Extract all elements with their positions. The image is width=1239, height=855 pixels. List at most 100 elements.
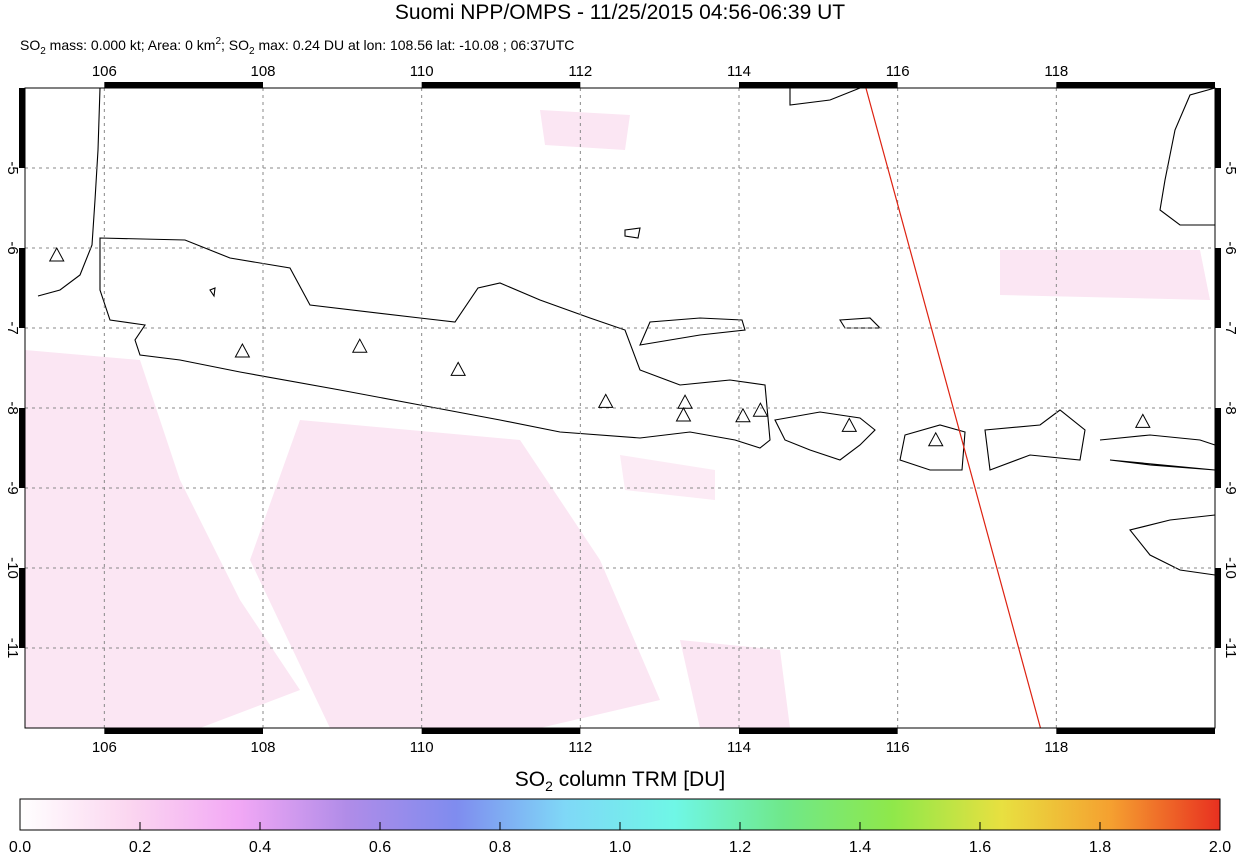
x-tick-label: 118 [1044, 739, 1068, 756]
colorbar-tick-label: 0.0 [9, 839, 31, 855]
sumbawa [984, 409, 1086, 471]
frame-bar [1056, 728, 1215, 734]
patch [540, 110, 630, 150]
frame-bar [421, 728, 581, 734]
patch [25, 350, 300, 728]
bali [774, 411, 876, 461]
volcano [48, 246, 65, 262]
y-tick-label: -7 [4, 321, 21, 334]
y-tick-label: -9 [1222, 481, 1239, 494]
x-tick-label: 110 [410, 63, 434, 80]
colorbar-tick-label: 0.4 [249, 839, 271, 855]
colorbar-label-part: column TRM [DU] [553, 768, 725, 791]
colorbar-tick-label: 1.0 [609, 839, 631, 855]
x-tick-label: 106 [92, 739, 117, 756]
colorbar-tick-label: 1.8 [1089, 839, 1111, 855]
java [99, 237, 771, 449]
x-tick-label: 110 [410, 739, 434, 756]
y-tick-label: -7 [1222, 321, 1239, 334]
islands [209, 227, 882, 329]
volcano [841, 417, 858, 432]
colorbar-tick-label: 0.8 [489, 839, 511, 855]
orbit-track [865, 87, 1042, 729]
frame-bar [421, 82, 581, 88]
colorbar-tick-label: 2.0 [1209, 839, 1231, 855]
x-tick-label: 108 [250, 739, 275, 756]
colorbar-tick-label: 1.2 [729, 839, 751, 855]
volcano [735, 407, 751, 423]
frame-bar [19, 88, 25, 168]
volcano [677, 394, 693, 409]
x-tick-label: 112 [568, 63, 592, 80]
subtitle-part: SO [20, 37, 40, 53]
subtitle-part: max: 0.24 DU at lon: 108.56 lat: -10.08 … [255, 37, 575, 53]
frame-bar [19, 248, 25, 328]
colorbar-tick-label: 1.6 [969, 839, 991, 855]
y-tick-label: -6 [1222, 241, 1239, 254]
colorbar-tick-label: 0.2 [129, 839, 151, 855]
frame-bar [1215, 248, 1221, 328]
colorbar-label: SO2 column TRM [DU] [515, 768, 725, 794]
volcano [752, 402, 769, 417]
patch [680, 640, 790, 728]
x-tick-label: 108 [250, 63, 275, 80]
x-tick-label: 106 [92, 63, 117, 80]
frame-bar [1056, 82, 1215, 88]
volcano [234, 342, 251, 358]
x-tick-label: 116 [886, 63, 910, 80]
patch [250, 420, 660, 728]
volcano [597, 393, 614, 408]
volcano [675, 406, 692, 422]
y-tick-label: -8 [4, 401, 21, 414]
frame-bar [1215, 88, 1221, 168]
y-tick-label: -11 [4, 638, 21, 659]
y-tick-label: -9 [4, 481, 21, 494]
madura [639, 317, 746, 346]
subtitle-part: ; SO [221, 37, 249, 53]
borneo [789, 87, 1216, 226]
map-marks [25, 87, 1215, 729]
patch [620, 455, 715, 500]
x-tick-label: 118 [1044, 63, 1068, 80]
frame-bar [19, 408, 25, 488]
y-tick-label: -5 [1222, 161, 1239, 174]
y-tick-label: -11 [1222, 638, 1239, 659]
coastlines [37, 87, 1216, 576]
sumba [1129, 514, 1216, 576]
colorbar-tick-label: 0.6 [369, 839, 391, 855]
sumatra [37, 87, 101, 297]
frame-bar [1215, 568, 1221, 648]
y-tick-label: -10 [1222, 557, 1239, 579]
y-tick-label: -10 [4, 557, 21, 579]
volcano [1134, 413, 1151, 428]
y-tick-label: -5 [4, 161, 21, 174]
frame-bar [1215, 408, 1221, 488]
volcano [450, 361, 466, 376]
x-tick-label: 116 [886, 739, 910, 756]
subtitle: SO2 mass: 0.000 kt; Area: 0 km2; SO2 max… [20, 36, 574, 57]
title: Suomi NPP/OMPS - 11/25/2015 04:56-06:39 … [395, 1, 845, 24]
frame-bar [739, 82, 898, 88]
so2-patches [25, 110, 1210, 728]
x-tick-label: 114 [727, 739, 751, 756]
colorbar-tick-label: 1.4 [849, 839, 871, 855]
volcano [351, 338, 368, 353]
lombok [899, 424, 966, 471]
flores [1099, 434, 1216, 471]
frame-bar [104, 82, 263, 88]
volcano [927, 431, 944, 447]
y-tick-label: -6 [4, 241, 21, 254]
colorbar-label-part: 2 [545, 778, 553, 794]
y-tick-label: -8 [1222, 401, 1239, 414]
x-tick-label: 112 [568, 739, 592, 756]
subtitle-part: mass: 0.000 kt; Area: 0 km [46, 37, 216, 53]
subtitle-part: 2 [40, 46, 46, 57]
frame-bar [739, 728, 898, 734]
patch [1000, 250, 1210, 300]
subtitle-part: 2 [215, 36, 221, 47]
colorbar-label-part: SO [515, 768, 545, 791]
x-tick-label: 114 [727, 63, 751, 80]
frame-bar [104, 728, 263, 734]
